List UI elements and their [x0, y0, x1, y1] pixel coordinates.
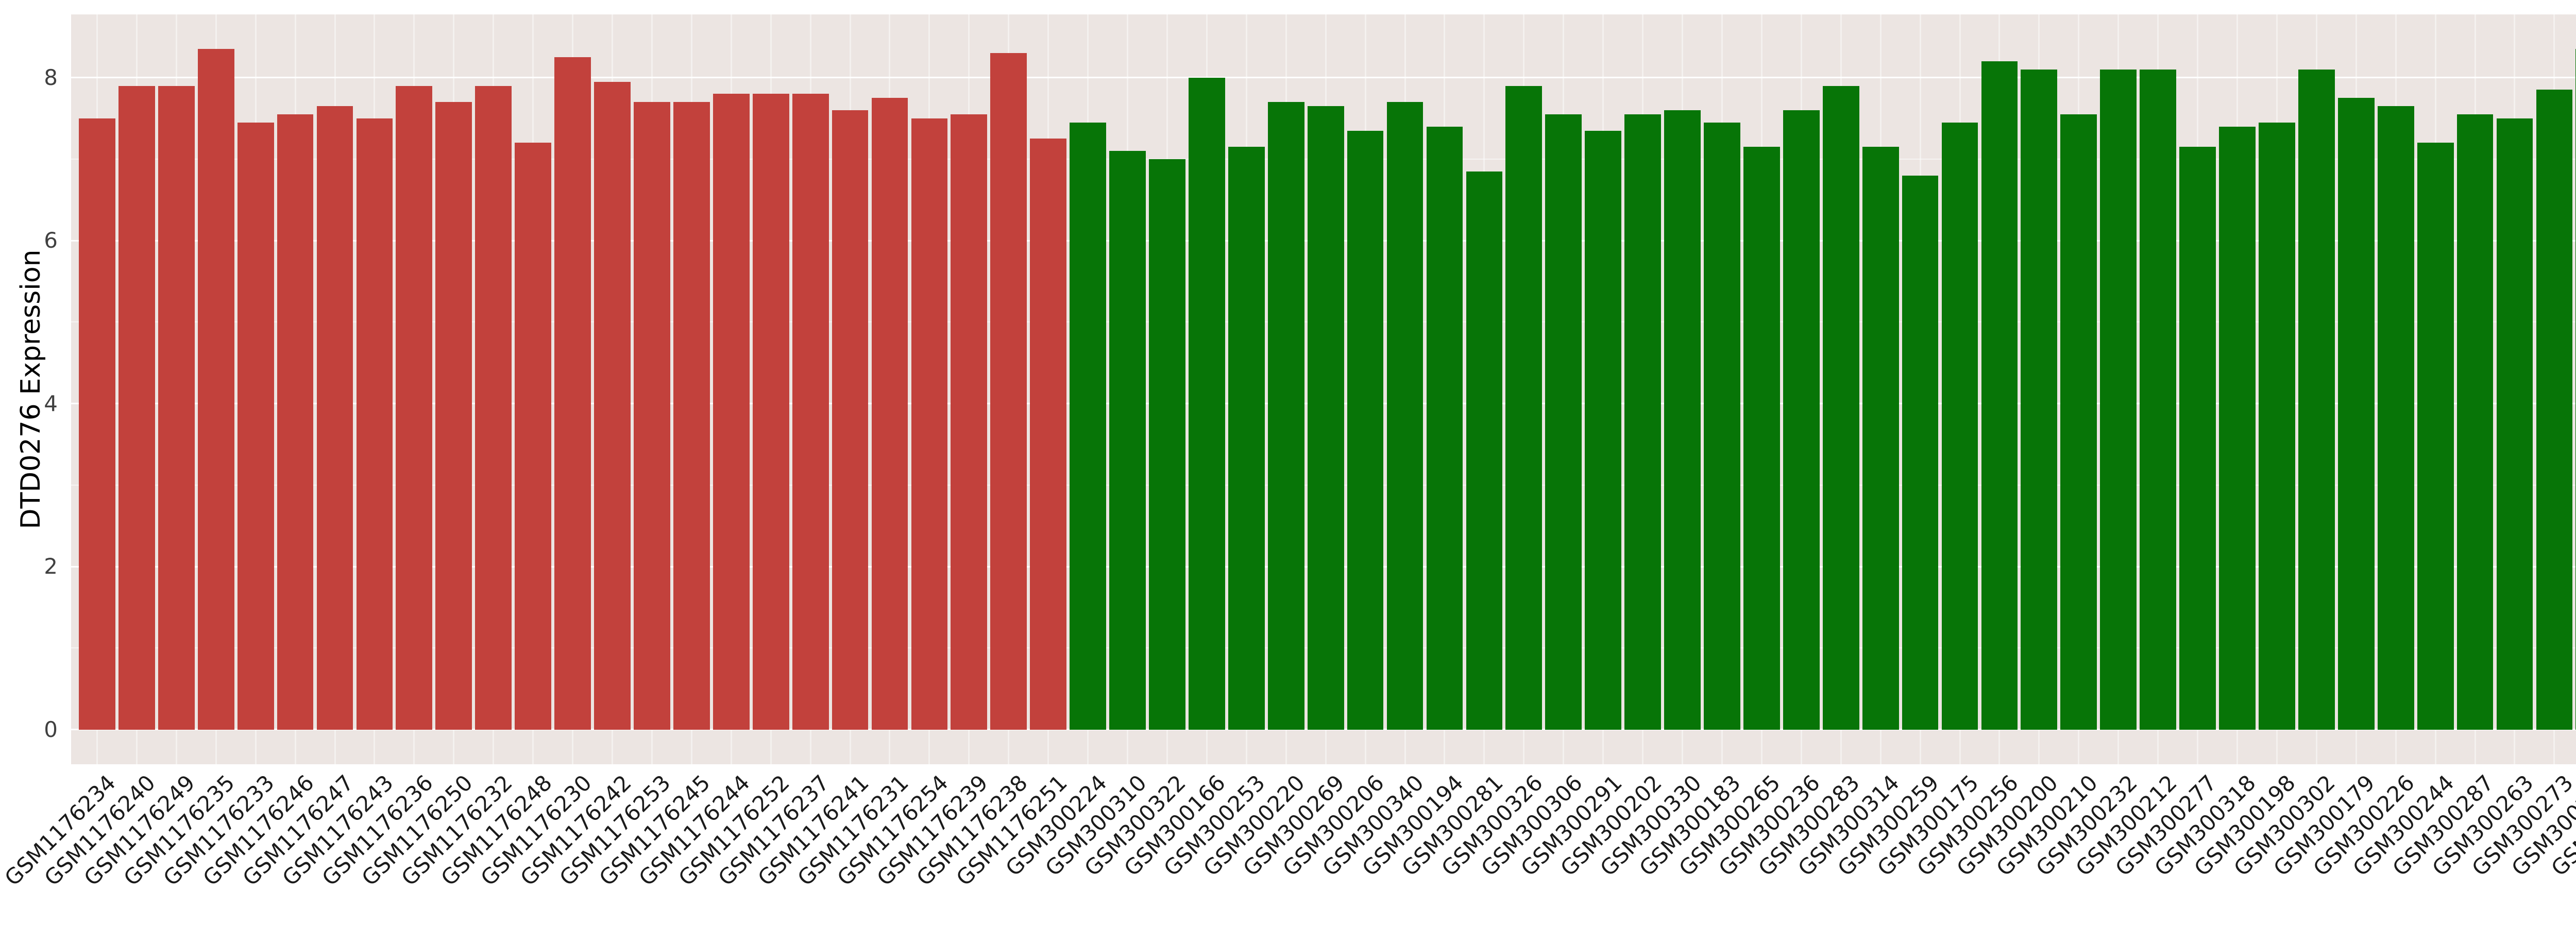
- bar: [951, 114, 988, 730]
- bar: [554, 57, 591, 730]
- bar: [1505, 85, 1543, 730]
- bar: [1347, 130, 1384, 730]
- bar: [990, 53, 1027, 730]
- bar: [1466, 171, 1503, 730]
- bar: [2060, 114, 2097, 730]
- bar: [79, 118, 115, 730]
- bar: [1545, 114, 1582, 730]
- bar: [277, 114, 314, 730]
- bar: [1307, 106, 1344, 730]
- y-tick-label: 2: [44, 554, 58, 579]
- bar: [396, 85, 433, 730]
- bar: [1426, 126, 1463, 730]
- bar: [1941, 122, 1978, 730]
- bar: [1109, 151, 1146, 730]
- bar: [1664, 110, 1701, 730]
- bar: [1704, 122, 1740, 730]
- plot-area: [71, 14, 2576, 764]
- y-tick-label: 4: [44, 390, 58, 416]
- bar: [1862, 147, 1899, 730]
- bar: [673, 102, 710, 730]
- bar: [832, 110, 869, 730]
- major-gridline: [71, 77, 2576, 79]
- x-axis: GSM1176234 GSM1176240 GSM1176249 GSM1176235…: [0, 764, 2576, 927]
- bar: [197, 49, 234, 730]
- y-tick-label: 8: [44, 64, 58, 90]
- bar: [2417, 143, 2454, 730]
- bar: [1585, 130, 1622, 730]
- bar: [792, 94, 829, 730]
- bar: [2140, 69, 2177, 730]
- bar: [356, 118, 393, 730]
- bar: [1743, 147, 1780, 730]
- y-axis: 0 2 4 6 8: [0, 14, 65, 764]
- bar: [713, 94, 750, 730]
- bar: [1902, 175, 1939, 730]
- bar: [2496, 118, 2533, 730]
- bar: [594, 81, 631, 730]
- bar: [515, 143, 552, 730]
- bar: [2377, 106, 2414, 730]
- bar: [1386, 102, 1423, 730]
- bar: [1189, 77, 1225, 730]
- bar: [1822, 85, 1859, 730]
- y-tick-label: 6: [44, 228, 58, 253]
- bar: [1228, 147, 1265, 730]
- bar: [2219, 126, 2256, 730]
- bar: [158, 85, 195, 730]
- bar: [871, 98, 908, 730]
- bar: [435, 102, 472, 730]
- bar: [118, 85, 155, 730]
- bar: [2100, 69, 2137, 730]
- bar: [2337, 98, 2375, 730]
- y-tick-label: 0: [44, 716, 58, 742]
- bar: [1267, 102, 1304, 730]
- bar: [316, 106, 353, 730]
- bar: [1070, 122, 1106, 730]
- bar: [237, 122, 274, 730]
- bar: [2456, 114, 2494, 730]
- bar: [2021, 69, 2058, 730]
- bar: [475, 85, 512, 730]
- bar: [2536, 90, 2573, 730]
- bar: [1624, 114, 1661, 730]
- bar: [1783, 110, 1820, 730]
- bar: [2259, 122, 2295, 730]
- bar: [1030, 139, 1067, 730]
- bar: [2179, 147, 2216, 730]
- bar: [752, 94, 789, 730]
- bar: [911, 118, 948, 730]
- bar: [634, 102, 670, 730]
- bar: [2298, 69, 2335, 730]
- bar: [1149, 159, 1185, 730]
- bar: [1981, 61, 2018, 730]
